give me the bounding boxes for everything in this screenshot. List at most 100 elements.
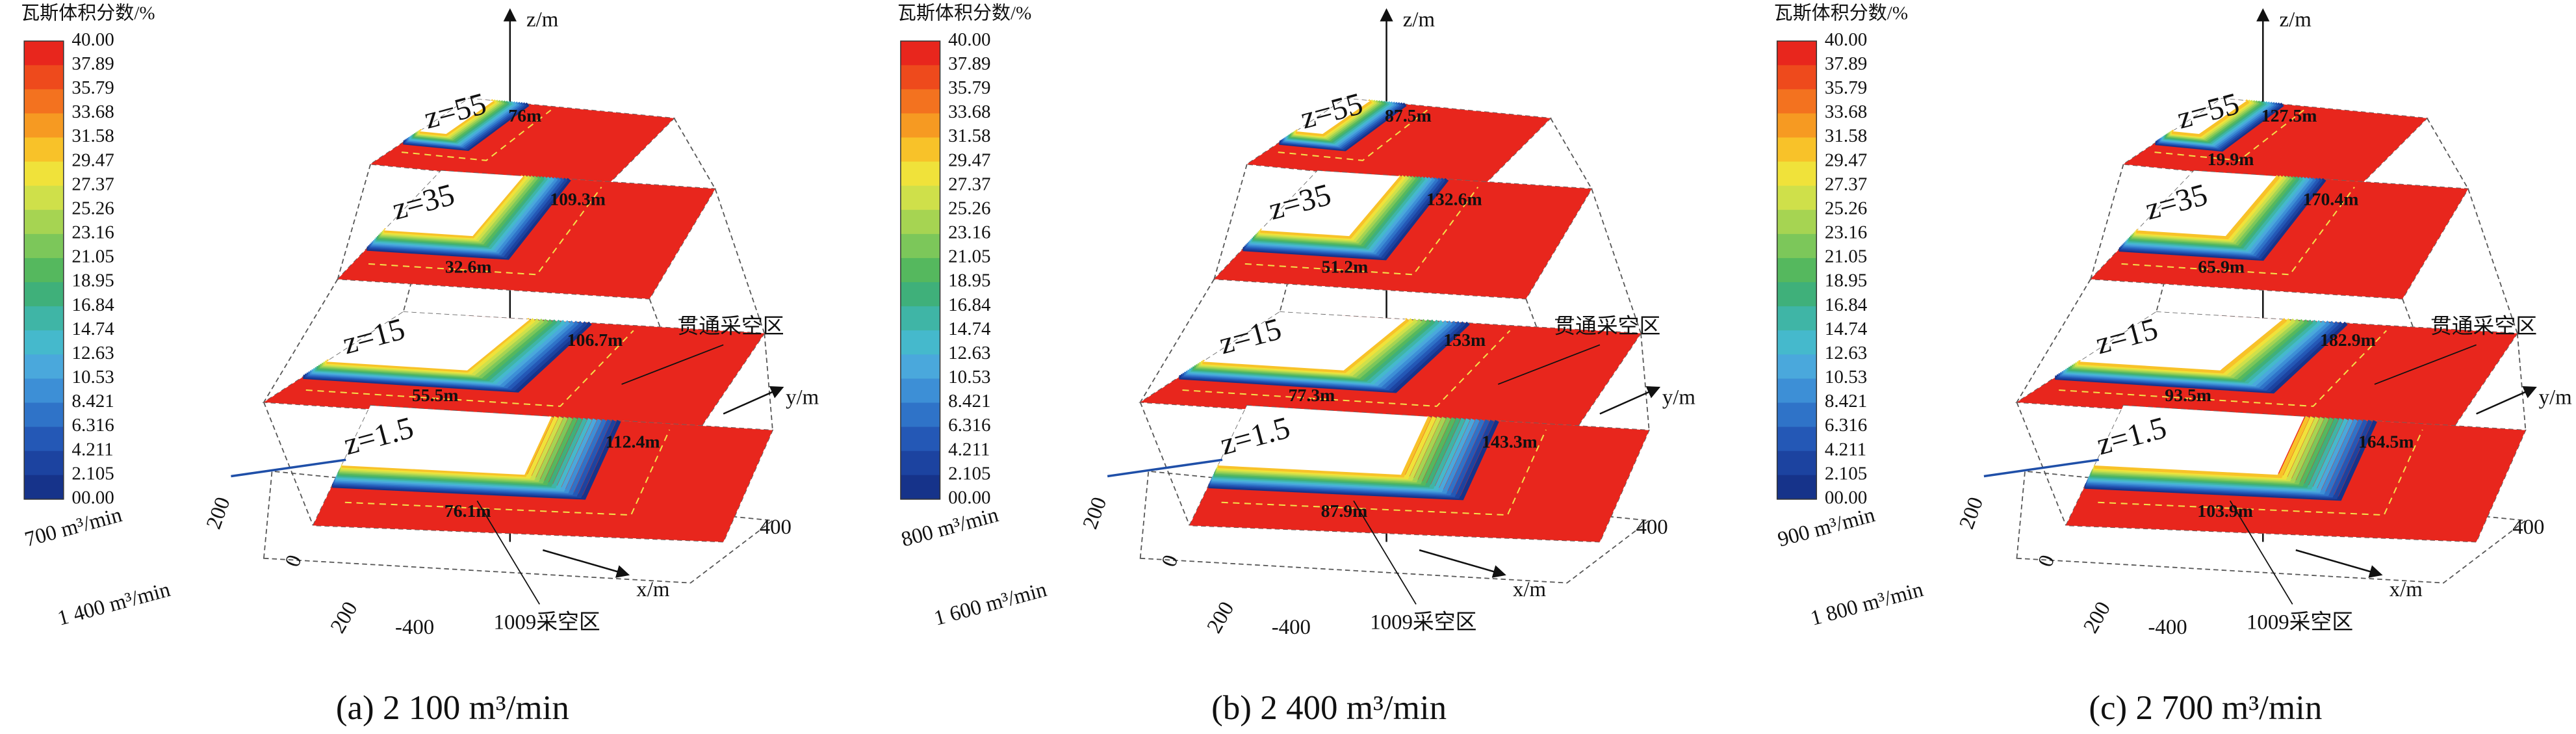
colorbar-swatch: [900, 330, 940, 356]
panel: 瓦斯体积分数/% 40.00 37.89 35.79 33.68 31.58 29.47 27…: [897, 2, 1696, 726]
y-axis: [2476, 386, 2537, 415]
colorbar-swatch: [24, 113, 64, 138]
colorbar-label: 18.95: [1825, 270, 1867, 291]
y-axis: [723, 386, 784, 415]
distance-label: 32.6m: [445, 257, 492, 278]
colorbar-swatch: [24, 426, 64, 452]
colorbar-swatch: [900, 257, 940, 283]
leader-line: [2374, 344, 2477, 385]
colorbar-label: 12.63: [948, 343, 990, 363]
base-frame: [2016, 470, 2527, 584]
tick-label: 200: [2079, 598, 2115, 638]
colorbar-label: 21.05: [948, 246, 990, 267]
colorbar-frame: [900, 40, 941, 500]
flow-label: 700 m³/min: [22, 503, 124, 551]
colorbar-label: 10.53: [71, 367, 114, 387]
colorbar-label: 29.47: [1825, 150, 1867, 170]
frame-line: [2427, 118, 2469, 189]
colorbar-label: 00.00: [71, 487, 114, 508]
colorbar-label: 16.84: [71, 295, 114, 315]
colorbar-swatch: [1777, 89, 1817, 114]
x-axis: [1419, 549, 1506, 578]
colorbar-swatch: [900, 475, 940, 500]
colorbar-label: 14.74: [948, 319, 991, 339]
region-label: 贯通采空区: [1554, 315, 1660, 339]
colorbar-label: 12.63: [1825, 343, 1867, 363]
colorbar-label: 4.211: [948, 439, 990, 460]
colorbar-label: 25.26: [71, 198, 114, 218]
colorbar-swatch: [1777, 451, 1817, 476]
colorbar-swatch: [24, 402, 64, 428]
panel: 瓦斯体积分数/% 40.00 37.89 35.79 33.68 31.58 29.47 27…: [21, 2, 819, 726]
colorbar-swatch: [24, 306, 64, 331]
colorbar-swatch: [900, 113, 940, 138]
z-axis-label: z/m: [1403, 8, 1436, 31]
frame-line: [1550, 118, 1593, 189]
colorbar-swatch: [24, 137, 64, 163]
colorbar-label: 37.89: [948, 53, 990, 74]
y-axis-label: y/m: [786, 386, 819, 409]
frame-line: [1213, 164, 1248, 280]
empty-zone: [2137, 170, 2276, 237]
distance-label: 153m: [1443, 330, 1486, 350]
frame-line: [2516, 333, 2527, 430]
frame-line: [1640, 333, 1650, 430]
colorbar-swatch: [1777, 330, 1817, 356]
colorbar-label: 14.74: [71, 319, 114, 339]
z-axis-label: z/m: [2280, 8, 2312, 31]
tick-label: 400: [2512, 516, 2544, 539]
colorbar-label: 21.05: [71, 246, 114, 267]
colorbar-swatch: [1777, 354, 1817, 380]
empty-zone: [2172, 98, 2247, 134]
frame-line: [1139, 402, 1191, 526]
tick-label: 0: [1157, 552, 1183, 570]
tick-label: 0: [281, 552, 306, 570]
contour-band: [2078, 318, 2287, 374]
boundary-line: [1221, 429, 1547, 516]
colorbar-swatch: [900, 451, 940, 476]
colorbar-label: 6.316: [948, 415, 990, 436]
colorbar-label: 18.95: [948, 270, 990, 291]
colorbar-swatch: [900, 137, 940, 163]
colorbar-swatch: [24, 475, 64, 500]
boundary-line: [1182, 330, 1511, 407]
tick-label: 200: [1203, 598, 1239, 638]
empty-zone: [2094, 405, 2305, 475]
frame-line: [2016, 402, 2067, 526]
colorbar-swatch: [1777, 209, 1817, 235]
caption: (c) 2 700 m³/min: [2089, 689, 2322, 727]
tick-label: 0: [2034, 552, 2059, 570]
contour-band: [2094, 415, 2310, 478]
colorbar-label: 23.16: [71, 222, 114, 243]
colorbar-swatch: [900, 402, 940, 428]
boundary-line: [2098, 429, 2423, 516]
distance-label: 127.5m: [2261, 106, 2317, 126]
boundary-line: [401, 109, 552, 161]
colorbar-label: 2.105: [948, 463, 990, 484]
colorbar-swatch: [900, 161, 940, 187]
distance-label: 106.7m: [567, 330, 623, 350]
distance-label: 87.5m: [1385, 106, 1432, 126]
boundary-line: [305, 330, 634, 407]
colorbar-label: 8.421: [948, 391, 990, 412]
colorbar-label: 29.47: [948, 150, 990, 170]
leader-line: [2230, 500, 2293, 605]
colorbar-swatch: [24, 354, 64, 380]
contour-band: [2136, 175, 2280, 240]
frame-line: [263, 278, 339, 403]
colorbar-title: 瓦斯体积分数/%: [897, 2, 1031, 23]
empty-zone: [341, 405, 552, 475]
frame-line: [2467, 189, 2518, 334]
colorbar-swatch: [1777, 378, 1817, 404]
distance-label: 170.4m: [2303, 189, 2359, 209]
colorbar-swatch: [900, 41, 940, 66]
colorbar-label: 27.37: [1825, 174, 1867, 194]
colorbar-label: 4.211: [1825, 439, 1866, 460]
colorbar-frame: [1776, 40, 1818, 500]
colorbar-swatch: [1777, 233, 1817, 259]
frame-line: [2016, 278, 2091, 403]
colorbar-title: 瓦斯体积分数/%: [21, 2, 155, 23]
tick-label: 200: [202, 494, 235, 532]
